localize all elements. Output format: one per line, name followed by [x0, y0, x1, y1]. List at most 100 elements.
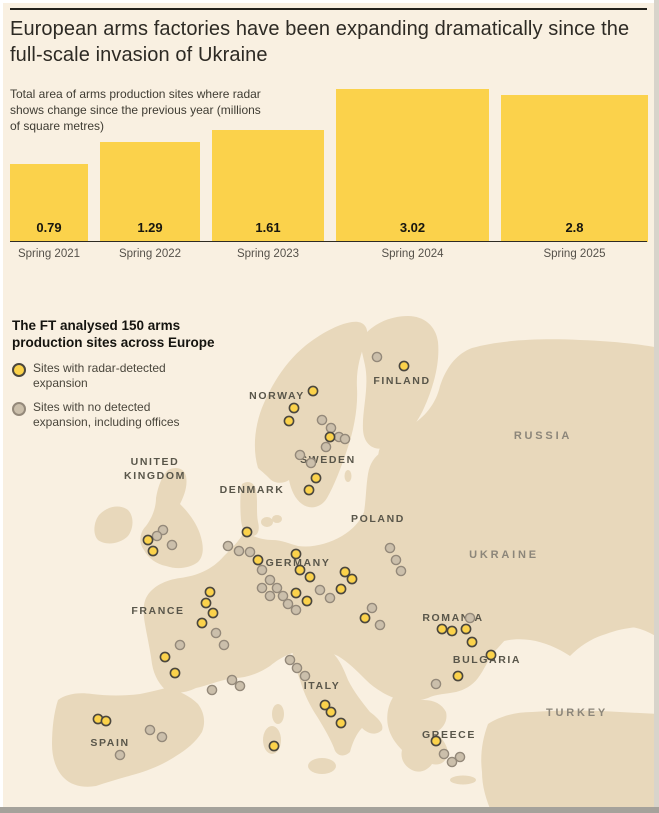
site-dot-no-expansion	[277, 590, 289, 602]
x-axis-line	[10, 241, 647, 242]
country-label-france: FRANCE	[131, 605, 184, 617]
bar: 1.29	[100, 142, 200, 242]
map-legend: The FT analysed 150 arms production site…	[12, 318, 224, 430]
bar: 0.79	[10, 164, 88, 242]
country-label-russia: RUSSIA	[514, 430, 572, 442]
site-dot-expansion	[346, 573, 358, 585]
site-dot-no-expansion	[264, 590, 276, 602]
site-dot-expansion	[466, 636, 478, 648]
page-title: European arms factories have been expand…	[10, 18, 630, 66]
site-dot-no-expansion	[291, 662, 303, 674]
europe-map: FINLANDNORWAYRUSSIASWEDENUNITEDKINGDOMDE…	[0, 308, 659, 813]
site-dot-expansion	[169, 667, 181, 679]
site-dot-expansion	[204, 586, 216, 598]
landmasses	[52, 316, 659, 813]
country-label-finland: FINLAND	[373, 375, 430, 387]
land-scandinavia	[254, 321, 368, 508]
site-dot-no-expansion	[314, 584, 326, 596]
site-dot-no-expansion	[464, 612, 476, 624]
site-dot-no-expansion	[320, 441, 332, 453]
land-greece	[387, 696, 448, 772]
no-expansion-dot-icon	[12, 401, 26, 416]
site-dot-no-expansion	[151, 530, 163, 542]
country-label-poland: POLAND	[351, 513, 405, 525]
window-edge-bottom	[0, 807, 659, 813]
land-turkey	[481, 710, 659, 813]
site-dot-expansion	[290, 548, 302, 560]
site-dots	[92, 351, 497, 768]
site-dot-expansion	[430, 735, 442, 747]
country-label-turkey: TURKEY	[546, 707, 608, 719]
bar: 3.02	[336, 89, 489, 242]
site-dot-no-expansion	[144, 724, 156, 736]
site-dot-no-expansion	[324, 592, 336, 604]
site-dot-expansion	[460, 623, 472, 635]
bar-column: 2.8 Spring 2025	[501, 95, 648, 264]
bar-value-label: 1.61	[255, 220, 281, 235]
site-dot-expansion	[196, 617, 208, 629]
site-dot-expansion	[283, 415, 295, 427]
site-dot-no-expansion	[430, 678, 442, 690]
site-dot-no-expansion	[294, 449, 306, 461]
legend-label-no-expansion: Sites with no detected expansion, includ…	[33, 399, 180, 429]
site-dot-no-expansion	[299, 670, 311, 682]
bar-value-label: 3.02	[399, 220, 426, 235]
bar-column: 1.61 Spring 2023	[212, 130, 324, 264]
site-dot-no-expansion	[366, 602, 378, 614]
site-dot-expansion	[325, 706, 337, 718]
site-dot-expansion	[359, 612, 371, 624]
land-corsica	[272, 704, 284, 724]
site-dot-expansion	[159, 651, 171, 663]
bar-column: 1.29 Spring 2022	[100, 142, 200, 264]
site-dot-expansion	[304, 571, 316, 583]
land-ireland	[94, 506, 133, 544]
bar-category-label: Spring 2021	[17, 248, 81, 260]
site-dot-no-expansion	[256, 564, 268, 576]
country-label-spain: SPAIN	[90, 737, 129, 749]
window-edge-top	[0, 0, 659, 3]
site-dot-expansion	[324, 431, 336, 443]
land-mainland-europe	[143, 420, 659, 701]
land-danish-isles	[261, 517, 273, 527]
site-dot-expansion	[241, 526, 253, 538]
land-gotland	[344, 470, 352, 482]
site-dot-expansion	[147, 545, 159, 557]
site-dot-no-expansion	[264, 574, 276, 586]
bar-value-label: 1.29	[137, 220, 163, 235]
site-dot-expansion	[294, 564, 306, 576]
bar-column: 0.79 Spring 2021	[10, 164, 88, 264]
land-danish-isles-2	[272, 515, 282, 523]
land-iberia	[52, 688, 205, 787]
site-dot-no-expansion	[395, 565, 407, 577]
site-dot-no-expansion	[290, 604, 302, 616]
site-dot-no-expansion	[210, 627, 222, 639]
site-dot-expansion	[290, 587, 302, 599]
site-dot-no-expansion	[233, 545, 245, 557]
site-dot-expansion	[319, 699, 331, 711]
land-denmark	[240, 482, 259, 536]
site-dot-no-expansion	[371, 351, 383, 363]
site-dot-no-expansion	[284, 654, 296, 666]
site-dot-no-expansion	[271, 582, 283, 594]
site-dot-expansion	[301, 595, 313, 607]
legend-item-expansion: Sites with radar-detected expansion	[12, 361, 204, 391]
site-dot-expansion	[339, 566, 351, 578]
site-dot-no-expansion	[244, 546, 256, 558]
bars-row: 0.79 Spring 2021 1.29 Spring 2022 1.61 Spring…	[10, 89, 648, 264]
land-crete	[450, 775, 476, 785]
country-label-ukraine: UKRAINE	[469, 549, 539, 561]
site-dot-no-expansion	[256, 582, 268, 594]
site-dot-no-expansion	[384, 542, 396, 554]
bar-category-label: Spring 2023	[236, 248, 300, 260]
site-dot-expansion	[100, 715, 112, 727]
country-label-bulgaria: BULGARIA	[453, 654, 521, 666]
site-dot-expansion	[436, 623, 448, 635]
bar-category-label: Spring 2024	[381, 248, 444, 260]
chart-subtitle: Total area of arms production sites wher…	[10, 87, 261, 133]
site-dot-expansion	[485, 649, 497, 661]
country-label-norway: NORWAY	[249, 390, 305, 402]
site-dot-no-expansion	[305, 457, 317, 469]
site-dot-expansion	[335, 583, 347, 595]
site-dot-expansion	[335, 717, 347, 729]
